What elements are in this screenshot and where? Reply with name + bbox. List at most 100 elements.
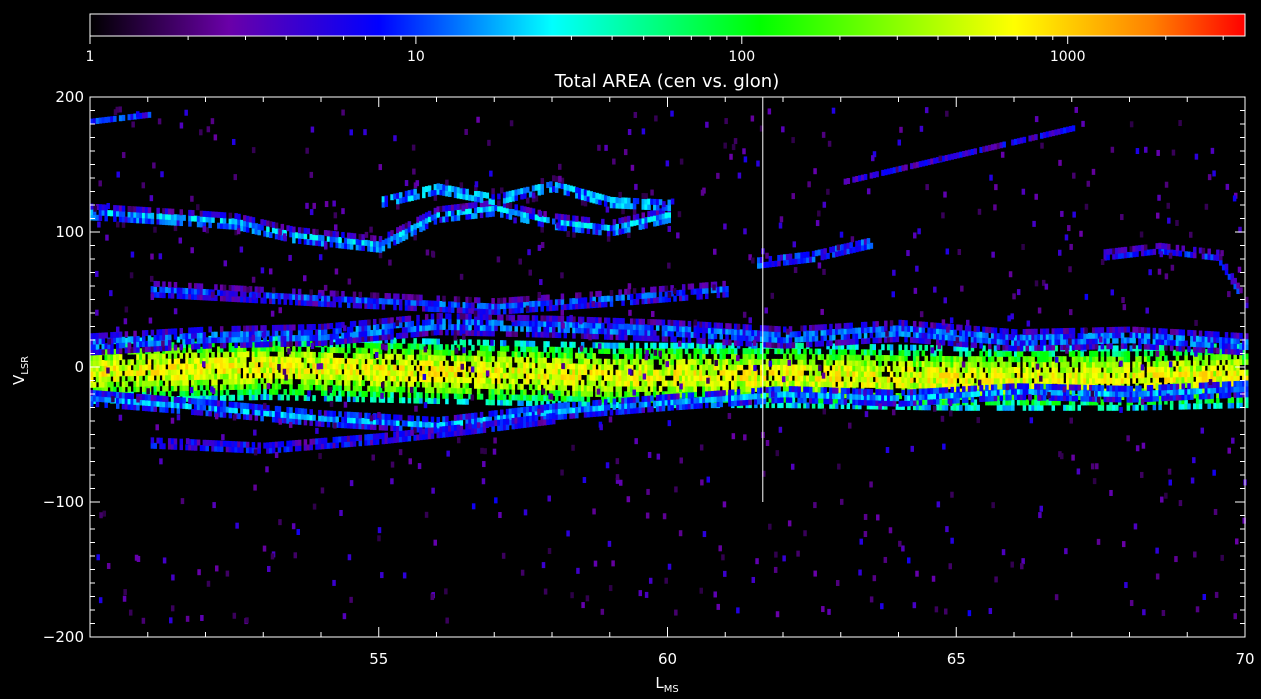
heatmap-cell [947,377,952,384]
heatmap-cell [797,380,801,387]
heatmap-cell [1204,349,1209,356]
heatmap-cell [1103,367,1107,373]
heatmap-cell [1219,402,1223,409]
heatmap-cell [589,363,594,370]
heatmap-cell [956,391,960,398]
heatmap-cell [191,363,195,370]
heatmap-cell [326,352,331,359]
heatmap-cell [104,386,108,393]
heatmap-cell [702,385,706,392]
heatmap-cell [378,380,383,387]
heatmap-cell [271,367,276,374]
heatmap-cell [1106,390,1110,397]
heatmap-cell [1091,356,1096,363]
heatmap-cell [627,348,631,355]
heatmap-cell [990,384,995,391]
heatmap-cell [933,387,937,394]
heatmap-cell [526,394,530,401]
heatmap-cell [136,359,140,366]
heatmap-cell [679,369,683,376]
heatmap-cell [393,380,397,387]
heatmap-cell [736,380,741,387]
heatmap-cell [1103,377,1107,384]
heatmap-cell [211,368,215,375]
heatmap-cell [283,324,287,331]
heatmap-cell [566,352,570,359]
heatmap-cell [1178,371,1183,378]
heatmap-cell [731,394,735,401]
heatmap-cell [456,360,461,367]
heatmap-cell [341,332,345,339]
heatmap-cell [346,341,351,348]
heatmap-cell [277,340,282,347]
heatmap-cell [855,381,859,388]
heatmap-cell [159,358,163,365]
heatmap-cell [1097,385,1102,392]
heatmap-cell [673,385,677,392]
heatmap-cell [528,340,533,347]
heatmap-cell [424,433,429,440]
heatmap-cell [185,352,189,359]
heatmap-cell [378,424,383,431]
heatmap-cell [312,438,316,445]
heatmap-cell [684,391,689,398]
heatmap-cell [1097,390,1102,397]
heatmap-cell [843,370,848,377]
heatmap-cell [1210,392,1214,399]
heatmap-cell [133,364,137,371]
heatmap-cell [629,402,634,409]
heatmap-cell [396,359,400,366]
heatmap-cell [1204,370,1209,377]
heatmap-cell [1195,365,1200,372]
heatmap-cell [1089,356,1093,363]
heatmap-cell [869,371,874,378]
heatmap-cell [1198,388,1203,395]
heatmap-cell [783,380,787,387]
heatmap-cell [583,385,588,392]
heatmap-cell [849,343,853,350]
heatmap-cell [523,412,527,419]
heatmap-cell [832,402,836,409]
heatmap-cell [413,392,417,399]
heatmap-cell [219,368,224,375]
heatmap-cell [557,413,562,420]
heatmap-cell [312,324,316,331]
heatmap-cell [283,335,287,342]
heatmap-cell [884,355,888,362]
heatmap-cell [554,395,559,402]
heatmap-cell [759,402,764,409]
heatmap-cell [549,368,553,375]
heatmap-cell [1019,394,1024,401]
heatmap-cell [321,334,325,341]
heatmap-cell [528,362,533,369]
heatmap-cell [482,366,487,373]
heatmap-cell [728,375,732,382]
heatmap-cell [826,392,830,399]
heatmap-cell [1065,361,1070,368]
heatmap-cell [231,351,235,358]
heatmap-cell [300,351,305,358]
heatmap-cell [1071,384,1076,391]
heatmap-cell [881,382,885,389]
heatmap-cell [609,342,614,349]
heatmap-cell [95,401,100,408]
heatmap-cell [566,379,570,386]
heatmap-cell [1146,395,1151,402]
heatmap-cell [193,343,198,350]
heatmap-cell [1039,389,1044,396]
heatmap-cell [448,371,452,378]
heatmap-cell [219,326,224,333]
heatmap-cell [549,389,553,396]
heatmap-cell [150,380,155,387]
heatmap-cell [526,362,530,369]
heatmap-cell [500,399,504,406]
heatmap-cell [505,388,510,395]
heatmap-cell [413,421,417,427]
heatmap-cell [289,367,293,374]
heatmap-cell [1198,397,1203,404]
heatmap-cell [104,365,108,372]
heatmap-cell [170,438,175,445]
heatmap-cell [269,367,273,374]
heatmap-cell [364,369,368,376]
heatmap-cell [540,351,544,358]
